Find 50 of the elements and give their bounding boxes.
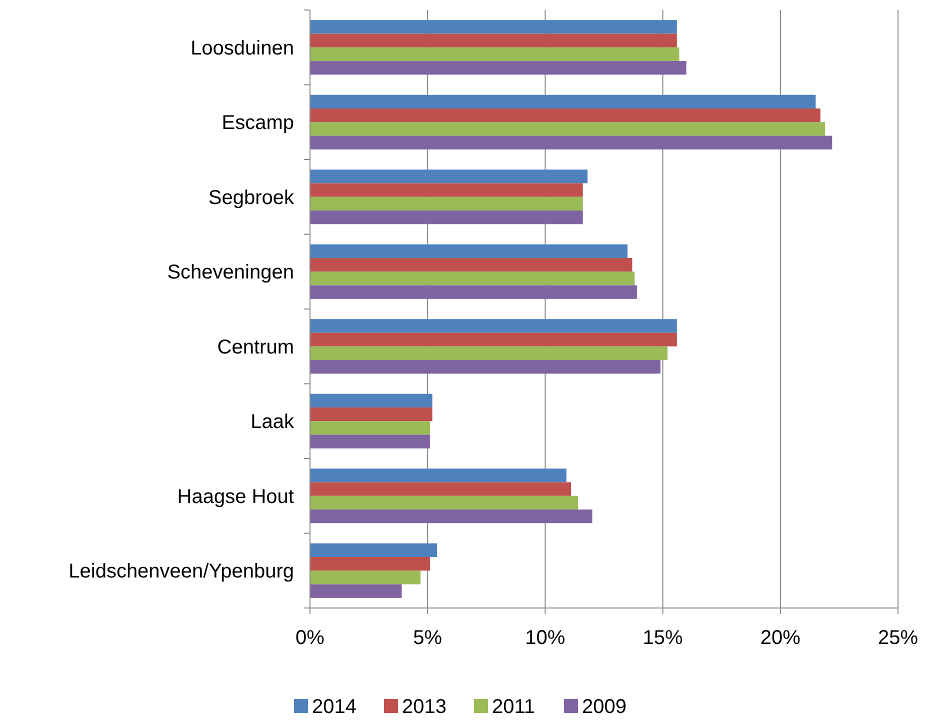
bar bbox=[310, 183, 583, 197]
y-tick-label: Scheveningen bbox=[167, 262, 294, 284]
x-tick-label: 15% bbox=[642, 627, 684, 649]
bar bbox=[310, 94, 816, 108]
legend-label: 2014 bbox=[312, 696, 356, 718]
x-tick-label: 20% bbox=[760, 627, 801, 649]
bar bbox=[310, 510, 592, 524]
y-tick-label: Leidschenveen/Ypenburg bbox=[68, 560, 294, 583]
bar bbox=[310, 584, 402, 598]
bar bbox=[310, 482, 572, 496]
legend-label: 2011 bbox=[492, 696, 536, 718]
bar bbox=[310, 332, 677, 346]
y-tick-label: Escamp bbox=[222, 112, 294, 134]
bar bbox=[310, 421, 430, 435]
bar bbox=[310, 346, 668, 360]
bar bbox=[310, 196, 583, 211]
x-tick-label: 10% bbox=[525, 627, 566, 649]
y-tick-label: Laak bbox=[250, 411, 295, 434]
y-tick-label: Loosduinen bbox=[190, 37, 294, 60]
bar bbox=[310, 170, 588, 184]
bar bbox=[310, 285, 637, 299]
x-tick-label: 25% bbox=[878, 627, 918, 649]
bar bbox=[310, 244, 628, 258]
bar bbox=[310, 61, 686, 75]
bar bbox=[310, 570, 421, 584]
bar bbox=[310, 20, 677, 34]
x-tick-label: 0% bbox=[296, 627, 325, 649]
bar bbox=[310, 468, 566, 482]
bar bbox=[310, 556, 430, 571]
bar bbox=[310, 210, 583, 224]
legend-label: 2009 bbox=[582, 696, 626, 718]
bar bbox=[310, 258, 632, 272]
legend-label: 2013 bbox=[402, 696, 446, 718]
bar bbox=[310, 407, 432, 422]
bar bbox=[310, 496, 578, 510]
bar bbox=[310, 319, 677, 333]
bar bbox=[310, 543, 438, 557]
y-tick-label: Centrum bbox=[217, 336, 294, 358]
bar bbox=[310, 136, 832, 150]
y-tick-label: Segbroek bbox=[208, 186, 295, 209]
bar bbox=[310, 394, 432, 408]
bar bbox=[310, 434, 430, 448]
bar bbox=[310, 47, 680, 62]
bar bbox=[310, 360, 660, 374]
bar bbox=[310, 34, 677, 48]
bar bbox=[310, 108, 820, 122]
y-tick-label: Haagse Hout bbox=[177, 486, 294, 508]
bar bbox=[310, 122, 826, 136]
x-tick-label: 5% bbox=[413, 627, 442, 649]
bar bbox=[310, 272, 635, 286]
